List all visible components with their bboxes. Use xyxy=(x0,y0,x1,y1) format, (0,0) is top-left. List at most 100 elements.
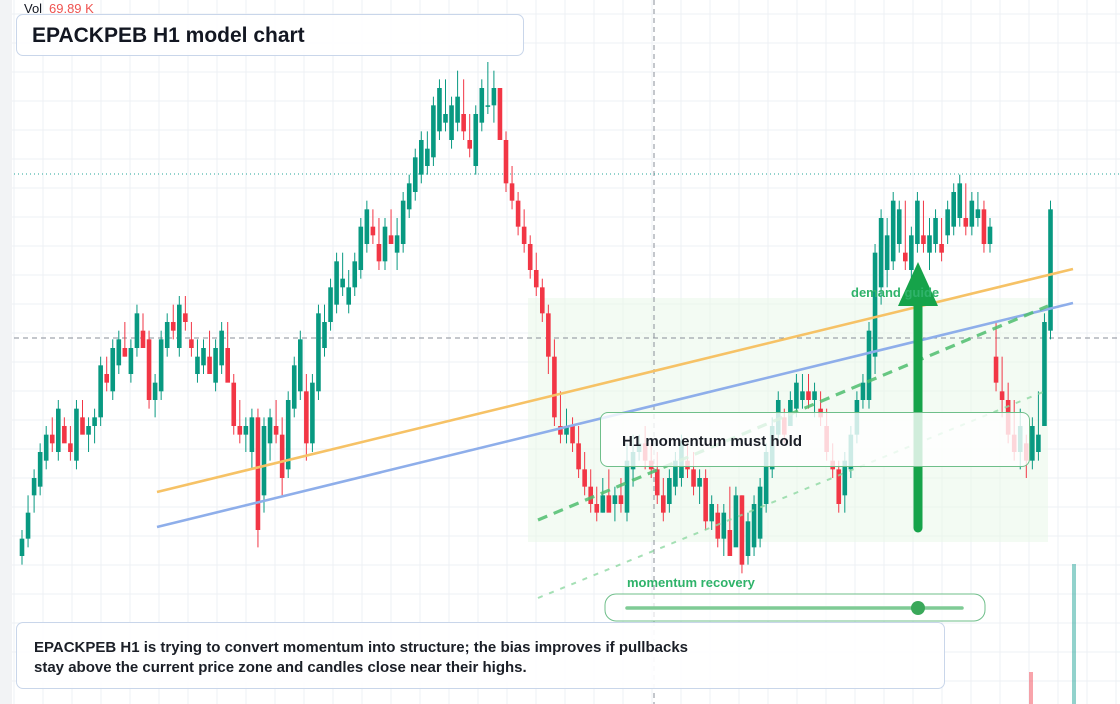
candle-body xyxy=(322,322,327,348)
candle-body xyxy=(461,114,466,132)
price-scale-strip xyxy=(0,0,12,704)
candle-body xyxy=(1048,209,1053,331)
momentum-arrow-head xyxy=(898,262,938,306)
volume-value: 69.89 K xyxy=(49,1,94,16)
candle-body xyxy=(279,434,285,478)
candle-body xyxy=(394,235,400,253)
candle-body xyxy=(237,426,243,435)
note-line-1: EPACKPEB H1 is trying to convert momentu… xyxy=(34,639,689,656)
candle-body xyxy=(261,426,267,496)
candle-body xyxy=(915,200,920,244)
candle-body xyxy=(334,261,339,305)
candle-body xyxy=(419,140,424,175)
candle-body xyxy=(116,339,122,366)
candle-body xyxy=(1042,322,1047,426)
candle-body xyxy=(697,478,702,487)
candle-body xyxy=(25,512,31,539)
candle-body xyxy=(606,495,612,513)
candle-body xyxy=(122,348,128,357)
candle-body xyxy=(346,287,351,305)
candle-body xyxy=(68,443,73,452)
candle-body xyxy=(80,417,85,435)
candle-body xyxy=(255,417,261,530)
candle-body xyxy=(249,417,255,452)
candle-body xyxy=(19,538,25,556)
candle-body xyxy=(195,356,200,374)
candle-body xyxy=(207,356,212,374)
candle-body xyxy=(328,287,333,322)
volume-bar xyxy=(1029,672,1033,704)
callout-text: H1 momentum must hold xyxy=(622,433,803,450)
candle-body xyxy=(497,88,503,140)
candle-body xyxy=(987,226,993,244)
candle-body xyxy=(582,469,587,487)
candle-body xyxy=(969,200,975,227)
chart-title: EPACKPEB H1 model chart xyxy=(32,24,305,47)
candle-body xyxy=(364,209,370,244)
candle-body xyxy=(763,452,769,504)
candle-body xyxy=(872,252,878,357)
candle-body xyxy=(927,235,932,253)
candle-body xyxy=(703,478,708,522)
candle-body xyxy=(304,391,309,444)
candle-body xyxy=(709,504,714,522)
candle-body xyxy=(455,96,460,123)
candle-body xyxy=(189,339,194,348)
candle-body xyxy=(37,452,43,487)
candle-body xyxy=(74,408,79,461)
candle-body xyxy=(491,88,497,106)
candle-body xyxy=(939,244,944,253)
candle-body xyxy=(431,105,436,158)
candle-body xyxy=(921,235,926,244)
note-line-2: stay above the current price zone and ca… xyxy=(34,659,527,676)
candle-body xyxy=(201,348,206,366)
candle-body xyxy=(552,356,557,418)
candle-body xyxy=(842,460,848,496)
momentum-slider-knob xyxy=(911,601,925,615)
candle-body xyxy=(412,157,418,192)
candle-body xyxy=(600,495,606,513)
candle-body xyxy=(721,512,727,539)
candle-body xyxy=(479,88,485,123)
candle-body xyxy=(757,486,763,539)
candle-body xyxy=(890,200,896,262)
candle-body xyxy=(473,114,479,166)
candle-body xyxy=(104,374,109,383)
candle-body xyxy=(745,521,751,556)
demand-guide-label: demand guide xyxy=(851,285,940,300)
candle-body xyxy=(400,200,406,244)
candle-body xyxy=(449,105,454,140)
candle-body xyxy=(213,348,218,383)
candle-body xyxy=(243,426,249,435)
candle-body xyxy=(1030,426,1035,461)
candle-body xyxy=(836,469,842,504)
candle-body xyxy=(884,235,890,270)
candle-body xyxy=(43,434,49,461)
candle-body xyxy=(425,148,430,166)
candle-body xyxy=(951,192,956,227)
candle-body xyxy=(183,313,188,322)
candle-body xyxy=(467,140,472,149)
candle-body xyxy=(370,226,376,236)
candle-body xyxy=(437,88,442,132)
candle-body xyxy=(594,504,600,513)
candle-body xyxy=(521,226,527,244)
candle-body xyxy=(140,330,146,348)
candle-body xyxy=(515,200,521,227)
candle-body xyxy=(49,434,55,444)
candle-body xyxy=(667,478,672,504)
candle-body xyxy=(146,339,152,400)
candle-body xyxy=(388,235,394,244)
candle-body xyxy=(358,226,364,270)
candle-body xyxy=(485,105,491,107)
candle-body xyxy=(993,356,999,383)
candle-body xyxy=(273,426,279,435)
candle-body xyxy=(170,322,176,331)
candle-body xyxy=(443,114,448,123)
candle-body xyxy=(957,183,963,218)
candle-body xyxy=(612,495,618,504)
candle-body xyxy=(806,391,811,400)
candle-body xyxy=(558,426,563,435)
